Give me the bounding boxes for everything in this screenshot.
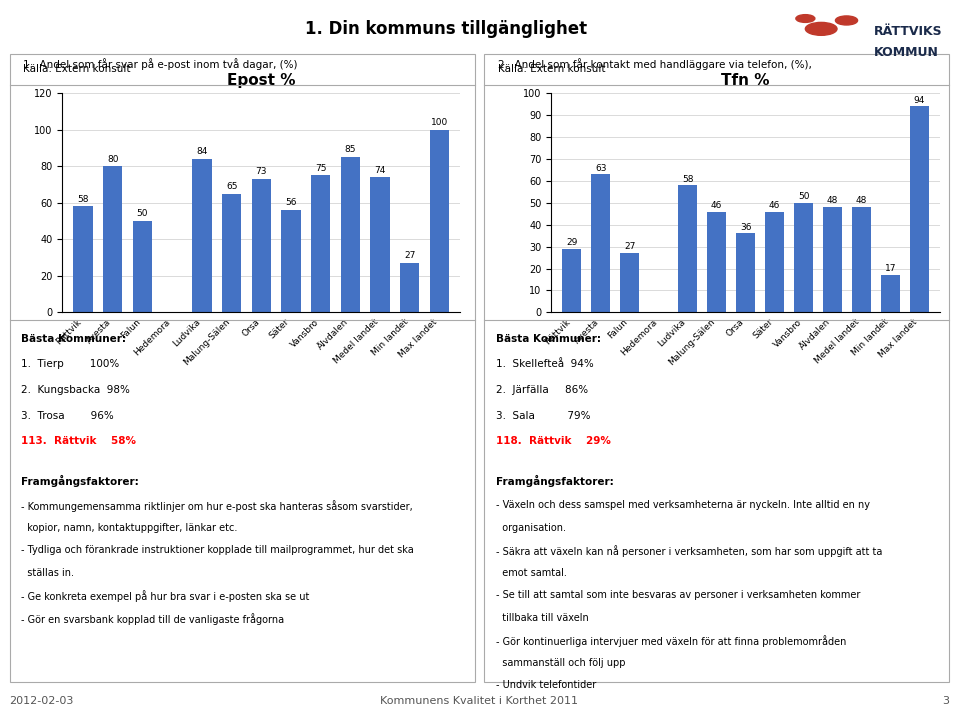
Bar [311,175,331,312]
Text: 46: 46 [769,201,781,210]
Title: Tfn %: Tfn % [721,73,770,88]
Text: tillbaka till växeln: tillbaka till växeln [497,612,589,623]
Text: 2012-02-03: 2012-02-03 [10,696,74,706]
Text: 48: 48 [855,197,867,205]
Text: 50: 50 [798,192,809,201]
Bar [74,207,93,312]
Text: 113.  Rättvik    58%: 113. Rättvik 58% [21,436,135,446]
Text: 2.  Andel som får kontakt med handläggare via telefon, (%),: 2. Andel som får kontakt med handläggare… [499,58,812,70]
Bar [707,212,726,312]
Bar [794,203,813,312]
Text: Framgångsfaktorer:: Framgångsfaktorer: [497,475,614,487]
Bar [400,263,419,312]
Text: Framgångsfaktorer:: Framgångsfaktorer: [21,475,138,487]
Bar [823,208,842,312]
Text: 65: 65 [226,182,238,191]
Text: - Kommungemensamma riktlinjer om hur e-post ska hanteras såsom svarstider,: - Kommungemensamma riktlinjer om hur e-p… [21,500,412,512]
Bar [910,106,929,312]
Bar [881,275,900,312]
Text: 58: 58 [682,174,693,184]
Text: 46: 46 [711,201,722,210]
Text: 2.  Kungsbacka  98%: 2. Kungsbacka 98% [21,385,129,395]
Text: 100: 100 [431,118,448,127]
Text: 50: 50 [137,210,149,218]
Text: KOMMUN: KOMMUN [874,46,938,60]
Text: 58: 58 [78,195,89,204]
Bar [430,130,449,312]
Text: - Ge konkreta exempel på hur bra svar i e-posten ska se ut: - Ge konkreta exempel på hur bra svar i … [21,590,309,602]
Text: - Undvik telefontider: - Undvik telefontider [497,680,596,690]
Text: Kommunens Kvalitet i Korthet 2011: Kommunens Kvalitet i Korthet 2011 [381,696,578,706]
Text: 17: 17 [885,264,897,274]
Bar [562,249,581,312]
Text: 3.  Trosa        96%: 3. Trosa 96% [21,411,113,421]
Circle shape [835,16,857,25]
Text: 56: 56 [285,198,296,208]
Text: - Växeln och dess samspel med verksamheterna är nyckeln. Inte alltid en ny: - Växeln och dess samspel med verksamhet… [497,500,871,510]
Text: 48: 48 [827,197,838,205]
Text: Bästa Kommuner:: Bästa Kommuner: [497,334,601,344]
Text: 3.  Sala          79%: 3. Sala 79% [497,411,591,421]
Text: 1.  Skellefteå  94%: 1. Skellefteå 94% [497,359,594,369]
Text: 27: 27 [624,243,636,251]
Text: emot samtal.: emot samtal. [497,568,567,578]
Bar [737,233,755,312]
Text: 1.  Tierp        100%: 1. Tierp 100% [21,359,119,369]
Bar [222,194,242,312]
Circle shape [806,22,837,35]
Text: - Säkra att växeln kan nå personer i verksamheten, som har som uppgift att ta: - Säkra att växeln kan nå personer i ver… [497,545,882,557]
Bar [133,221,152,312]
Bar [620,253,639,312]
Text: 118.  Rättvik    29%: 118. Rättvik 29% [497,436,611,446]
Text: 29: 29 [566,238,577,247]
Text: - Tydliga och förankrade instruktioner kopplade till mailprogrammet, hur det ska: - Tydliga och förankrade instruktioner k… [21,545,413,555]
Text: 94: 94 [914,95,925,105]
Bar [765,212,784,312]
Bar [192,159,212,312]
Text: 84: 84 [197,147,207,157]
Text: kopior, namn, kontaktuppgifter, länkar etc.: kopior, namn, kontaktuppgifter, länkar e… [21,523,237,533]
Text: Källa: Extern konsult: Källa: Extern konsult [23,65,131,75]
Bar [853,208,871,312]
Text: sammanställ och följ upp: sammanställ och följ upp [497,658,626,668]
Text: 1.  Andel som får svar på e-post inom två dagar, (%): 1. Andel som får svar på e-post inom två… [23,58,298,70]
Text: 85: 85 [344,146,356,154]
Text: 1. Din kommuns tillgänglighet: 1. Din kommuns tillgänglighet [305,20,587,39]
Text: organisation.: organisation. [497,523,567,533]
Bar [251,179,271,312]
Text: 2.  Järfälla     86%: 2. Järfälla 86% [497,385,589,395]
Text: - Se till att samtal som inte besvaras av personer i verksamheten kommer: - Se till att samtal som inte besvaras a… [497,590,861,600]
Text: 80: 80 [107,154,119,164]
Text: 73: 73 [256,167,267,177]
Bar [281,210,301,312]
Text: 36: 36 [740,223,751,232]
Circle shape [796,14,815,22]
Text: 3: 3 [943,696,949,706]
Text: ställas in.: ställas in. [21,568,74,578]
Text: 75: 75 [315,164,326,173]
Text: RÄTTVIKS: RÄTTVIKS [874,25,942,38]
Title: Epost %: Epost % [227,73,295,88]
Text: - Gör kontinuerliga intervjuer med växeln för att finna problemområden: - Gör kontinuerliga intervjuer med växel… [497,635,847,647]
Text: - Gör en svarsbank kopplad till de vanligaste frågorna: - Gör en svarsbank kopplad till de vanli… [21,612,284,625]
Text: 74: 74 [374,166,386,174]
Text: Bästa Kommuner:: Bästa Kommuner: [21,334,126,344]
Text: Källa: Extern konsult: Källa: Extern konsult [499,65,606,75]
Text: 63: 63 [595,164,606,172]
Bar [104,167,123,312]
Bar [340,157,360,312]
Bar [592,174,610,312]
Bar [370,177,389,312]
Bar [678,185,697,312]
Text: 27: 27 [404,251,415,261]
